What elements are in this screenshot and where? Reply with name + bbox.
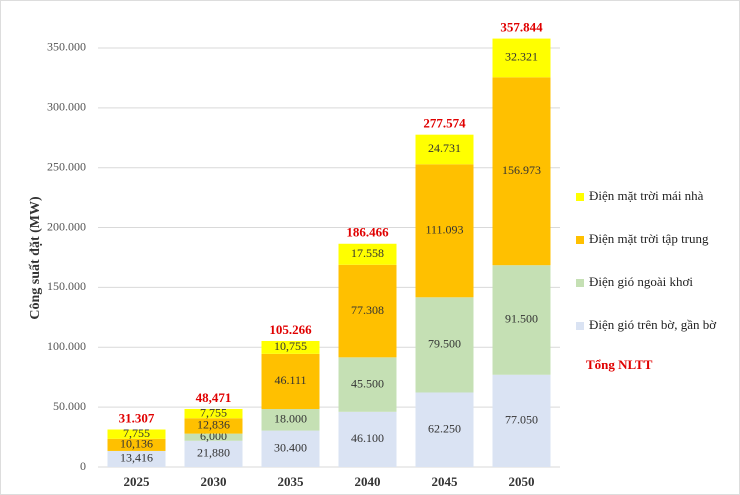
bar-segment bbox=[415, 134, 474, 165]
data-label: 10,755 bbox=[274, 339, 307, 353]
data-label: 7,755 bbox=[200, 405, 227, 419]
total-label: 48,471 bbox=[196, 390, 232, 405]
legend-label: Điện gió trên bờ, gần bờ bbox=[589, 317, 717, 332]
bar-segment bbox=[261, 353, 320, 410]
bar-segment bbox=[184, 418, 243, 434]
data-label: 77.050 bbox=[505, 413, 538, 427]
x-tick-label: 2025 bbox=[124, 474, 151, 489]
data-label: 21,880 bbox=[197, 446, 230, 460]
data-label: 111.093 bbox=[425, 223, 463, 237]
y-tick-label: 0 bbox=[80, 459, 86, 473]
data-label: 10,136 bbox=[120, 437, 153, 451]
data-label: 91.500 bbox=[505, 312, 538, 326]
data-label: 77.308 bbox=[351, 303, 384, 317]
data-label: 45.500 bbox=[351, 376, 384, 390]
y-tick-label: 200.000 bbox=[47, 219, 86, 233]
x-tick-label: 2030 bbox=[201, 474, 227, 489]
bar-segment bbox=[492, 38, 551, 78]
legend-label: Điện mặt trời mái nhà bbox=[589, 188, 704, 203]
data-label: 18.000 bbox=[274, 412, 307, 426]
legend-label: Điện mặt trời tập trung bbox=[589, 231, 709, 246]
bar-segment bbox=[261, 430, 320, 467]
y-tick-label: 250.000 bbox=[47, 159, 86, 173]
data-label: 79.500 bbox=[428, 337, 461, 351]
bar-segment bbox=[415, 297, 474, 393]
total-label: 357.844 bbox=[500, 20, 543, 35]
bar-segment bbox=[415, 392, 474, 467]
data-label: 12,836 bbox=[197, 418, 230, 432]
bar-segment bbox=[261, 409, 320, 431]
bar-segment bbox=[338, 357, 397, 412]
x-tick-label: 2035 bbox=[278, 474, 305, 489]
x-tick-label: 2040 bbox=[355, 474, 381, 489]
y-axis-title: Công suất đặt (MW) bbox=[28, 196, 43, 320]
bar-segment bbox=[261, 340, 320, 354]
data-label: 13,416 bbox=[120, 451, 153, 465]
bar-segment bbox=[338, 243, 397, 265]
bar-segment bbox=[492, 77, 551, 266]
data-label: 156.973 bbox=[502, 163, 541, 177]
data-label: 30.400 bbox=[274, 441, 307, 455]
bar-segment bbox=[184, 440, 243, 467]
bar-segment bbox=[107, 429, 166, 439]
bar-segment bbox=[184, 408, 243, 419]
data-label: 24.731 bbox=[428, 141, 461, 155]
bar-segment bbox=[107, 438, 166, 451]
bar-segment bbox=[492, 374, 551, 467]
legend-swatch bbox=[576, 236, 584, 244]
y-tick-label: 50.000 bbox=[53, 399, 86, 413]
legend-swatch bbox=[576, 193, 584, 201]
bar-segment bbox=[338, 411, 397, 467]
legend-swatch bbox=[576, 279, 584, 287]
total-label: 186.466 bbox=[346, 225, 389, 240]
data-label: 17.558 bbox=[351, 246, 384, 260]
y-tick-label: 300.000 bbox=[47, 100, 86, 114]
data-label: 62.250 bbox=[428, 421, 461, 435]
x-tick-label: 2045 bbox=[432, 474, 459, 489]
bar-segment bbox=[415, 164, 474, 298]
legend-label: Tổng NLTT bbox=[586, 357, 653, 372]
x-tick-label: 2050 bbox=[509, 474, 535, 489]
y-tick-label: 150.000 bbox=[47, 279, 86, 293]
bar-segment bbox=[492, 265, 551, 375]
data-label: 46.100 bbox=[351, 431, 384, 445]
total-label: 105.266 bbox=[269, 322, 312, 337]
bar-segment bbox=[107, 450, 166, 467]
total-label: 31.307 bbox=[119, 411, 155, 426]
data-label: 32.321 bbox=[505, 50, 538, 64]
data-label: 7,755 bbox=[123, 426, 150, 440]
legend-label: Điện gió ngoài khơi bbox=[589, 274, 693, 289]
y-tick-label: 100.000 bbox=[47, 339, 86, 353]
data-label: 46.111 bbox=[274, 373, 306, 387]
legend-swatch bbox=[576, 322, 584, 330]
bar-segment bbox=[184, 433, 243, 441]
y-tick-label: 350.000 bbox=[47, 40, 86, 54]
bar-segment bbox=[338, 264, 397, 358]
total-label: 277.574 bbox=[423, 116, 466, 131]
